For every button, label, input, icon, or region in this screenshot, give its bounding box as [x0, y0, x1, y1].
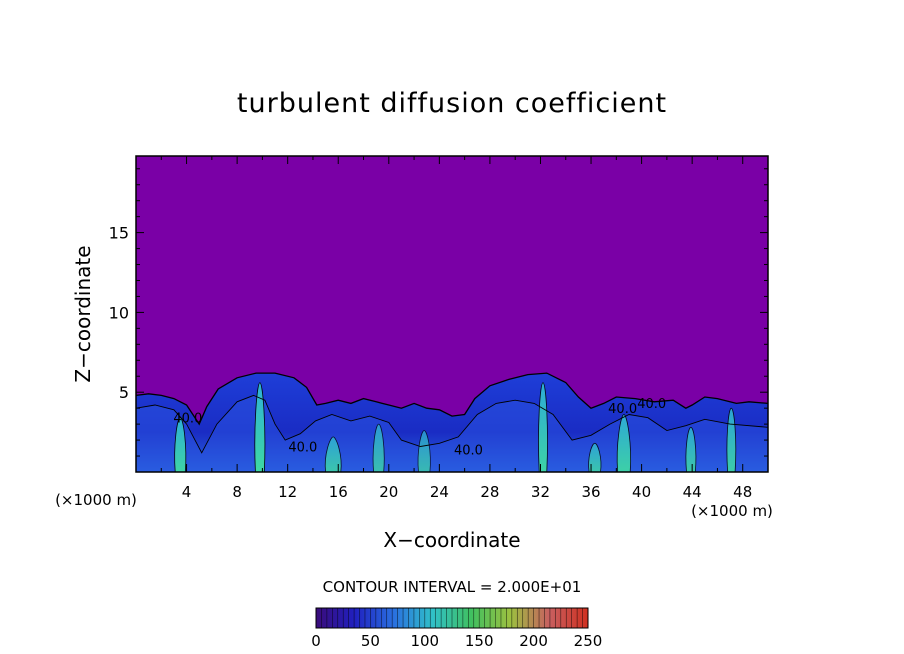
contour-label-3: 40.0: [454, 443, 483, 458]
x-unit-right: (×1000 m): [691, 502, 773, 520]
x-tick-label-11: 48: [733, 483, 752, 501]
plume-6: [588, 442, 602, 473]
colorbar-tick-label-5: 250: [574, 632, 603, 650]
contour-label-0: 40.0: [173, 412, 202, 427]
colorbar-tick-label-0: 0: [311, 632, 321, 650]
chart-title: turbulent diffusion coefficient: [237, 88, 667, 119]
contour-interval-text: CONTOUR INTERVAL = 2.000E+01: [323, 578, 582, 596]
contour-labels: 40.040.040.040.040.0: [173, 397, 666, 458]
x-tick-label-1: 8: [232, 483, 242, 501]
x-tick-label-4: 20: [379, 483, 398, 501]
contour-label-2: 40.0: [608, 402, 637, 417]
y-tick-label-1: 10: [109, 303, 129, 322]
x-tick-label-10: 44: [683, 483, 702, 501]
x-tick-label-9: 40: [632, 483, 651, 501]
plume-2: [324, 436, 342, 473]
inner-layer: [136, 395, 768, 472]
contour-label-4: 40.0: [637, 397, 666, 412]
y-tick-label-2: 15: [109, 224, 129, 243]
y-tick-label-0: 5: [119, 383, 129, 402]
colorbar-tick-label-1: 50: [361, 632, 380, 650]
colorbar: [315, 607, 589, 629]
x-axis-label: X−coordinate: [383, 528, 520, 552]
colorbar-tick-labels: 0 50 100 150 200 250: [311, 632, 602, 650]
contour-inner: [135, 394, 769, 454]
plume-4: [417, 430, 431, 473]
x-tick-label-7: 32: [531, 483, 550, 501]
colorbar-tick-label-4: 200: [519, 632, 548, 650]
plot-frame: [135, 155, 769, 473]
x-tick-label-2: 12: [278, 483, 297, 501]
x-tick-label-5: 24: [430, 483, 449, 501]
x-unit-left: (×1000 m): [55, 491, 137, 509]
colorbar-tick-label-2: 100: [410, 632, 439, 650]
plume-0: [174, 417, 187, 473]
plume-9: [726, 407, 737, 473]
contour-label-1: 40.0: [288, 440, 317, 455]
plume-7: [616, 414, 632, 473]
y-axis-label: Z−coordinate: [71, 245, 95, 382]
plume-1: [254, 382, 266, 473]
x-tick-label-3: 16: [329, 483, 348, 501]
plume-5: [538, 382, 548, 473]
plume-8: [685, 426, 697, 473]
contour-lines: [135, 372, 769, 454]
x-tick-label-0: 4: [182, 483, 192, 501]
y-axis-ticks: 5 10 15: [109, 168, 768, 457]
plume-3: [372, 423, 385, 473]
colorbar-tick-label-3: 150: [465, 632, 494, 650]
x-axis-ticks: 4 8 12 16 20 24 28 32 36 40 44 48: [160, 156, 752, 501]
heatmap-field: [136, 156, 768, 473]
x-tick-label-6: 28: [480, 483, 499, 501]
x-tick-label-8: 36: [581, 483, 600, 501]
contour-outer: [135, 372, 769, 426]
